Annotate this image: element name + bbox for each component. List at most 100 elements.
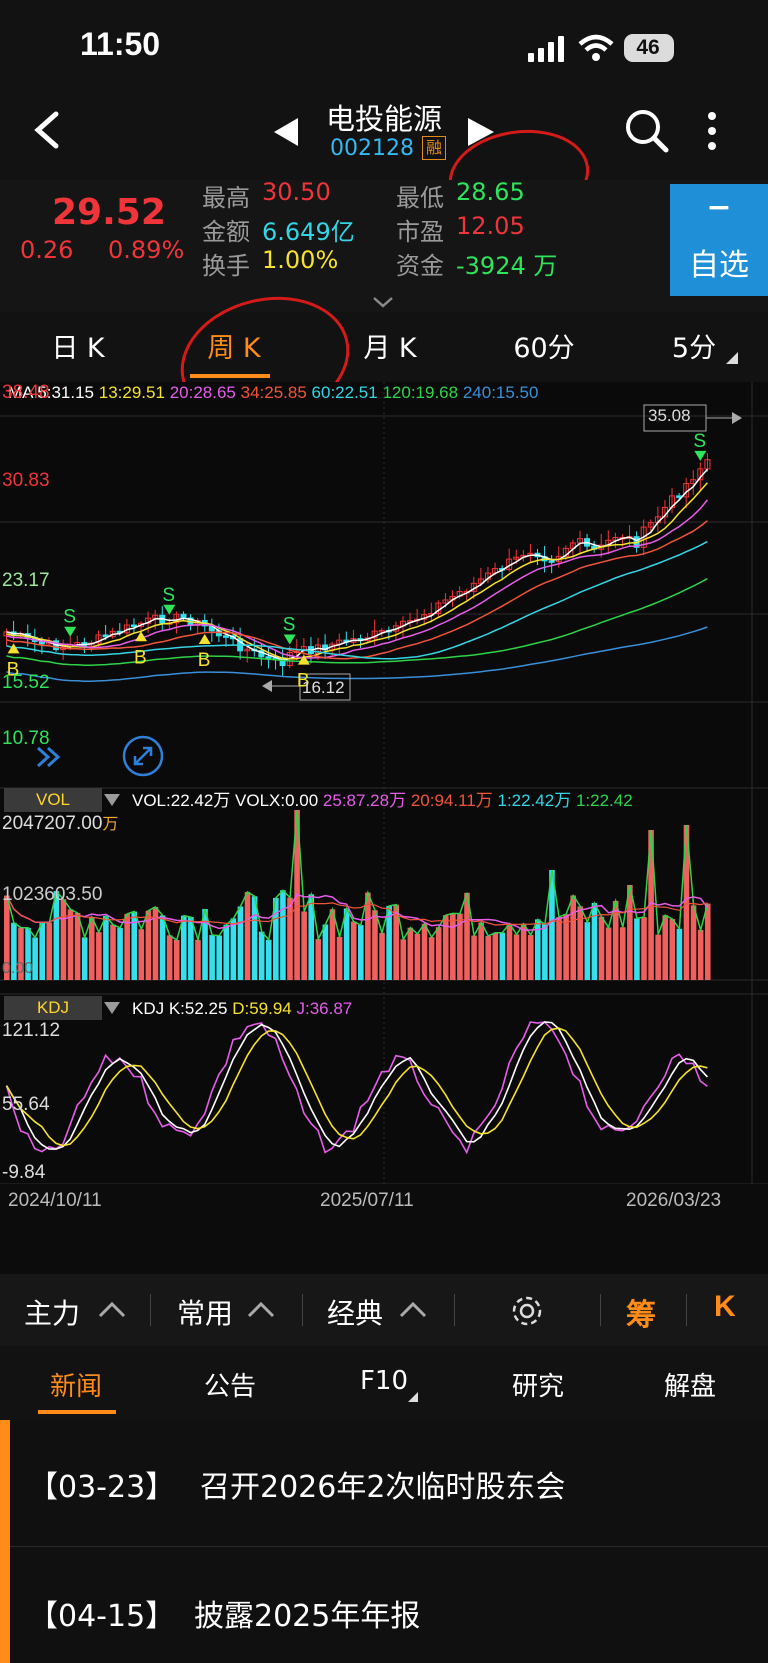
chip-distribution-button[interactable]: 筹 [626,1298,656,1333]
volume-bar [244,891,251,980]
volume-bar [690,905,697,980]
volume-ma-line [6,895,708,926]
buy-marker: B [134,647,147,668]
tab-research[interactable]: 研究 [511,1372,564,1402]
vol-ma1: 1:22.42万 [497,791,572,810]
toolbar-classic[interactable]: 经典 [303,1274,453,1346]
volume-bar [110,924,116,980]
volume-bar [598,916,605,980]
ma-line [6,482,708,660]
next-arrow-icon[interactable] [468,118,494,146]
kdj-dropdown-icon[interactable] [104,1002,120,1014]
watchlist-button[interactable]: − 自选 [670,184,768,296]
volume-bar [88,916,95,980]
trade-markers: B S B S B S B S [7,431,707,692]
back-icon[interactable] [30,110,64,150]
period-more-icon[interactable] [726,352,738,364]
news-date: 【04-15】 [28,1599,176,1634]
period-tab-day[interactable]: 日 K [51,333,105,364]
volume-bar [520,923,527,980]
watchlist-minus-icon: − [706,190,732,225]
volume-bar [471,935,477,980]
volume-bar [683,825,690,980]
nav-bar: 电投能源 002128 融 [0,96,768,223]
candle-body [95,634,102,644]
status-time: 11:50 [80,26,161,62]
battery-level: 46 [636,36,660,59]
volume-bar [152,906,159,980]
tab-analysis[interactable]: 解盘 [663,1372,716,1402]
ma-120: 120:19.68 [382,383,459,402]
settings-gear-icon[interactable] [510,1294,544,1328]
news-title: 召开2026年2次临时股东会 [200,1470,566,1505]
volume-bar [535,919,541,980]
expand-chevron-icon[interactable] [372,296,394,308]
volume-bar [273,897,279,980]
news-item[interactable]: 【03-23】 召开2026年2次临时股东会 [10,1420,768,1547]
news-item[interactable]: 【04-15】 披露2025年年报 [10,1547,768,1663]
vol-axis-min: 0.00 [2,960,34,977]
period-tab-week[interactable]: 周 K [207,333,261,364]
volume-bar [563,914,569,980]
kline-chart[interactable]: MA 5:31.15 13:29.51 20:28.65 34:25.85 60… [0,382,768,1274]
volume-bar [188,917,194,980]
period-tab-5min[interactable]: 5分 [671,333,717,364]
volume-bar [145,910,152,980]
candle-body [180,613,187,619]
turnover-value: 1.00% [262,246,339,274]
tab-indicator [38,1410,116,1414]
fullscreen-icon[interactable] [122,735,164,777]
kdj-line [5,1027,708,1147]
volume-ma-line [6,893,709,931]
volume-bar [655,934,661,980]
date-label: 2026/03/23 [626,1190,722,1211]
volume-bar [619,927,626,980]
volume-bar [195,939,201,980]
stock-name: 电投能源 [325,102,442,136]
volume-bar [46,922,53,980]
f10-more-icon [408,1392,418,1402]
volume-bar [499,932,506,980]
scroll-left-icon[interactable] [34,742,64,772]
moving-average-lines [6,468,708,683]
toolbar-main-force[interactable]: 主力 [0,1274,150,1346]
candle-body [442,599,449,604]
period-tab-month[interactable]: 月 K [363,333,417,364]
wifi-icon [578,34,614,61]
period-tab-60min[interactable]: 60分 [513,333,575,364]
ma-60: 60:22.51 [311,383,378,402]
kdj-lines [5,1021,708,1155]
turnover-label: 换手 [202,252,250,280]
volume-bar [407,927,414,980]
volume-bar [39,922,45,980]
tab-news[interactable]: 新闻 [49,1372,102,1402]
amount-value: 6.649亿 [262,218,355,246]
kline-mode-button[interactable]: K [714,1290,736,1323]
ma-label: MA [8,383,33,402]
candle-body [548,560,555,563]
more-icon[interactable] [702,110,722,154]
news-list: 【03-23】 召开2026年2次临时股东会 【04-15】 披露2025年年报 [0,1420,768,1663]
volume-bar [478,922,484,980]
vol-indicator-selector[interactable]: VOL [4,788,102,812]
buy-arrow-icon [135,631,148,642]
watchlist-label: 自选 [689,248,749,283]
tab-announcements[interactable]: 公告 [203,1372,256,1402]
prev-arrow-icon[interactable] [274,118,300,146]
toolbar-common[interactable]: 常用 [151,1274,301,1346]
volume-bar [428,937,435,980]
price-change-pct: 0.89% [108,236,185,264]
vol-ma1b: 1:22.42 [575,791,633,810]
period-tab-indicator [190,374,270,378]
kdj-indicator-selector[interactable]: KDJ [4,996,102,1020]
vol-dropdown-icon[interactable] [104,794,120,806]
tab-f10[interactable]: F10 [359,1366,409,1396]
volume-bar [612,900,619,980]
search-icon[interactable] [624,108,670,154]
candle-body [647,522,654,528]
volume-bar [372,910,378,980]
status-bar: 11:50 46 [0,0,768,96]
candle-body [477,578,484,584]
vol-ma20: 20:94.11万 [410,791,493,810]
volume-bar [18,927,24,980]
